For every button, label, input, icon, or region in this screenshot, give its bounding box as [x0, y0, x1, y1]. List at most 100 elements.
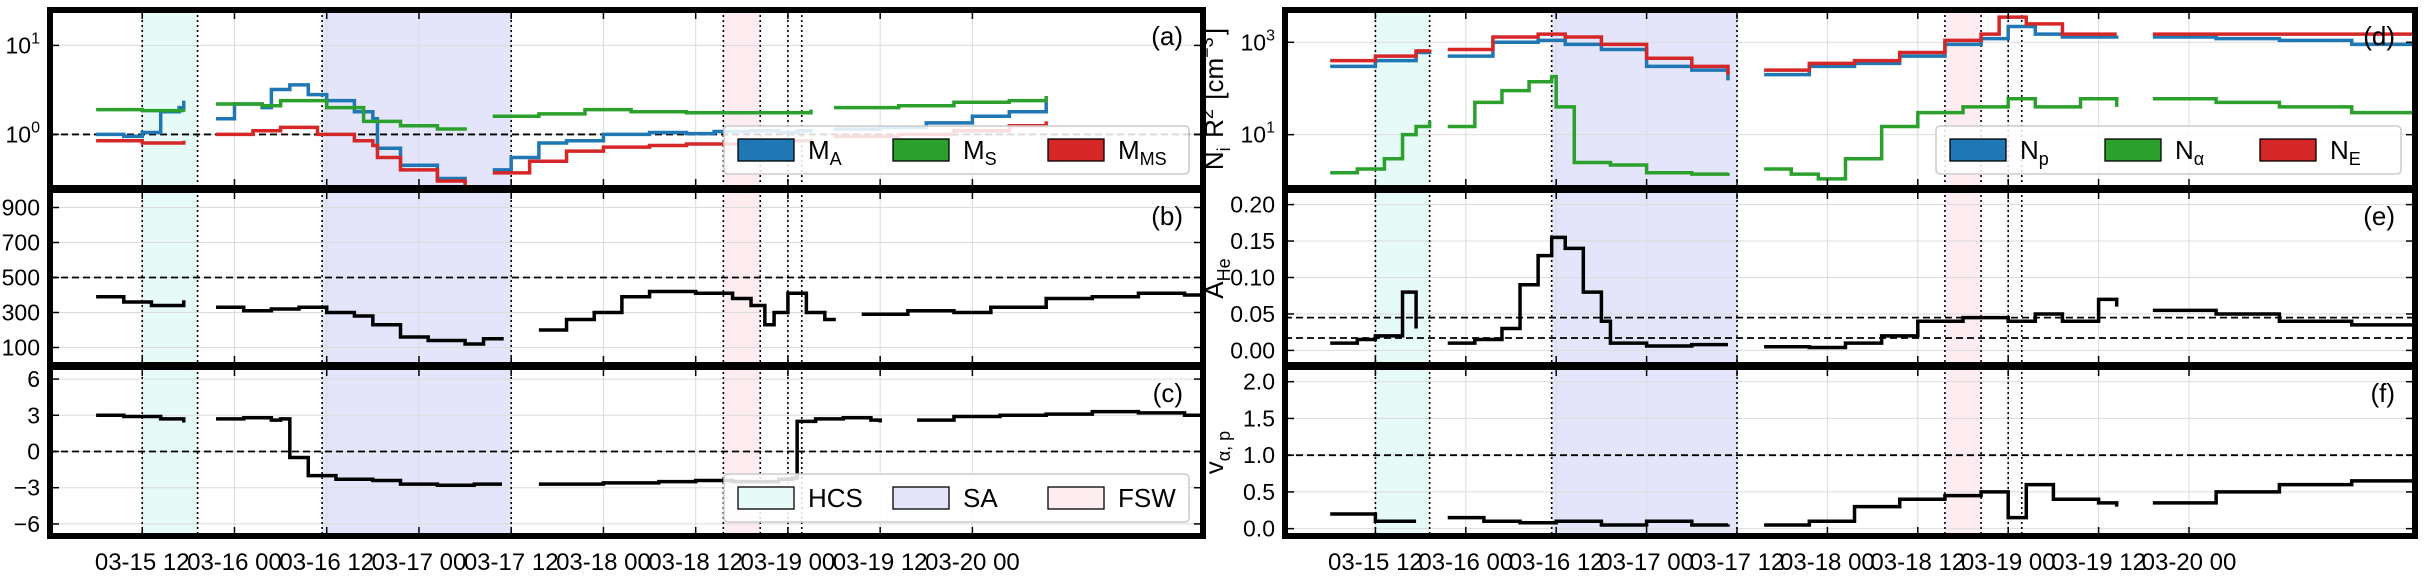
x-tick-label: 03-16 00	[187, 549, 282, 576]
legend-swatch	[892, 486, 950, 510]
y-tick-label: 101	[1241, 120, 1276, 148]
region-sa	[1551, 10, 1737, 188]
series-line-v-alpha-p	[2152, 471, 2415, 505]
panel-label: (d)	[2363, 21, 2395, 51]
x-tick-label: 03-17 00	[1599, 549, 1694, 576]
legend-label: MA	[808, 135, 842, 169]
series-line-b-r	[216, 415, 502, 488]
series-line-m-ms	[216, 125, 467, 187]
legend-swatch	[1949, 138, 2007, 162]
legend-label: MS	[963, 135, 997, 169]
y-tick-label: 2.0	[1243, 369, 1275, 395]
series-line-a-he	[1764, 297, 2119, 350]
series-line-m-ms	[96, 138, 186, 145]
legend-swatch	[2104, 138, 2162, 162]
y-tick-label: 0.0	[1243, 516, 1275, 542]
y-tick-label: 3	[27, 402, 40, 428]
legend-label: FSW	[1118, 483, 1176, 513]
x-tick-label: 03-18 12	[1870, 549, 1965, 576]
panel-e: 0.00 0.05 0.10 0.15 0.20 (e) AHe	[1199, 187, 2418, 368]
series-line-m-s	[834, 96, 1048, 110]
series-line-n-e	[1764, 15, 2117, 72]
panel-label: (c)	[1153, 378, 1183, 408]
series-line-v-r	[861, 291, 1203, 316]
series-line-a-he	[1447, 235, 1728, 348]
y-tick-label: 300	[2, 300, 40, 326]
legend-label: NE	[2330, 135, 2361, 169]
x-tick-label: 03-20 00	[925, 549, 1020, 576]
series-line-b-r	[96, 413, 186, 423]
y-axis-label: AHe	[1199, 256, 1234, 299]
series-line-n-p	[2152, 35, 2415, 49]
legend-swatch	[737, 138, 795, 162]
x-tick-label: 03-16 12	[279, 549, 374, 576]
legend: MA MS MMS	[723, 125, 1190, 175]
series-line-m-s	[96, 107, 186, 113]
x-tick-label: 03-17 12	[1690, 549, 1785, 576]
x-tick-label: 03-19 00	[741, 549, 836, 576]
y-tick-label: 700	[2, 230, 40, 256]
x-tick-label: 03-18 00	[1780, 549, 1875, 576]
series-line-n-e	[1330, 49, 1432, 63]
x-tick-label: 03-17 00	[372, 549, 467, 576]
legend-label: HCS	[808, 483, 863, 513]
legend: HCS SA FSW	[723, 473, 1190, 523]
y-tick-label: 101	[6, 30, 41, 58]
legend-swatch	[1047, 486, 1105, 510]
y-tick-label: 100	[6, 119, 41, 147]
y-tick-label: 900	[2, 195, 40, 221]
x-tick-label: 03-15 12	[1328, 549, 1423, 576]
y-tick-label: 1.5	[1243, 405, 1275, 431]
x-tick-label: 03-19 12	[2051, 549, 2146, 576]
series-line-n-e	[1447, 32, 1730, 75]
y-axis-label: vα, p	[1199, 429, 1234, 475]
y-tick-label: 500	[2, 265, 40, 291]
x-tick-label: 03-20 00	[2142, 549, 2237, 576]
y-tick-label: −3	[14, 475, 40, 501]
series-line-m-s	[492, 107, 813, 118]
x-tick-label: 03-19 00	[1961, 549, 2056, 576]
y-tick-label: 0.00	[1230, 337, 1275, 363]
region-sa	[1551, 367, 1737, 536]
series-line-n-	[2152, 96, 2415, 119]
panel-label: (b)	[1151, 201, 1183, 231]
axes-frame	[1282, 364, 2418, 539]
y-axis-label: Ni R2 [cm−3 ]	[1197, 28, 1234, 170]
series-line-v-alpha-p	[1764, 482, 2119, 527]
panel-label: (f)	[2370, 378, 2395, 408]
x-tick-label: 03-18 12	[648, 549, 743, 576]
x-tick-label: 03-16 00	[1418, 549, 1513, 576]
series-line-n-	[1764, 96, 2119, 181]
series-line-v-r	[538, 289, 836, 332]
y-tick-label: 1.0	[1243, 442, 1275, 468]
y-tick-label: 0.05	[1230, 301, 1275, 327]
series-line-v-r	[216, 305, 504, 346]
legend-swatch	[1047, 138, 1105, 162]
x-tick-label: 03-16 12	[1509, 549, 1604, 576]
y-tick-label: 6	[27, 366, 40, 392]
panel-label: (a)	[1151, 21, 1183, 51]
series-line-a-he	[1330, 290, 1418, 345]
legend-swatch	[892, 138, 950, 162]
legend-label: SA	[963, 483, 998, 513]
legend-label: Nα	[2175, 135, 2204, 169]
y-tick-label: −6	[14, 511, 40, 537]
y-tick-label: 0.10	[1230, 265, 1275, 291]
panel-label: (e)	[2363, 201, 2395, 231]
legend: Np Nα NE	[1935, 125, 2402, 175]
series-line-b-r	[917, 409, 1203, 422]
series-line-a-he	[2152, 308, 2415, 327]
region-hcs	[1375, 367, 1430, 536]
x-tick-label: 03-15 12	[95, 549, 190, 576]
legend-swatch	[737, 486, 795, 510]
series-line-n-	[1447, 74, 1730, 176]
panel-d: 101 103 (d) Ni R2 [cm−3 ] Np Nα NE	[1197, 7, 2418, 191]
y-tick-label: 0.15	[1230, 228, 1275, 254]
series-line-v-r	[96, 295, 186, 308]
series-line-v-alpha-p	[1447, 515, 1730, 527]
series-line-v-alpha-p	[1330, 512, 1417, 524]
